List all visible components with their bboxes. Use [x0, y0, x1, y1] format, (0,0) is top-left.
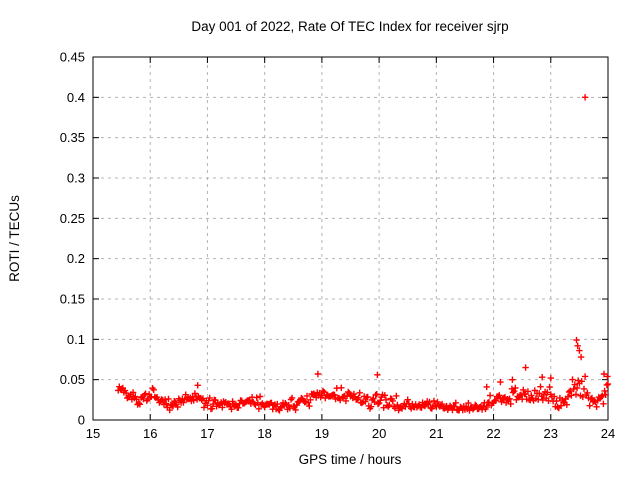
- x-tick-label: 23: [544, 426, 558, 441]
- roti-scatter-markers: [115, 94, 612, 414]
- x-tick-labels: 15 16 17 18 19 20 21 22 23 24: [86, 426, 615, 441]
- x-tick-label: 21: [429, 426, 443, 441]
- y-tick-label: 0.45: [60, 50, 85, 65]
- x-tick-label: 17: [200, 426, 214, 441]
- x-tick-label: 22: [486, 426, 500, 441]
- y-tick-label: 0.15: [60, 292, 85, 307]
- y-tick-label: 0.4: [67, 90, 85, 105]
- gridlines: [94, 58, 607, 419]
- y-tick-label: 0.3: [67, 171, 85, 186]
- x-tick-label: 24: [601, 426, 615, 441]
- data-points: [115, 94, 612, 414]
- x-tick-label: 16: [143, 426, 157, 441]
- y-tick-label: 0.35: [60, 130, 85, 145]
- y-axis-label: ROTI / TECUs: [7, 195, 22, 282]
- y-tick-label: 0.1: [67, 332, 85, 347]
- x-tick-label: 18: [257, 426, 271, 441]
- chart-title: Day 001 of 2022, Rate Of TEC Index for r…: [191, 19, 508, 34]
- y-tick-label: 0.25: [60, 211, 85, 226]
- axis-ticks: [92, 56, 609, 421]
- x-axis-label: GPS time / hours: [299, 452, 402, 467]
- plot-border: [92, 56, 609, 421]
- x-tick-label: 15: [86, 426, 100, 441]
- y-tick-label: 0.05: [60, 372, 85, 387]
- y-tick-label: 0.2: [67, 251, 85, 266]
- x-tick-label: 20: [372, 426, 386, 441]
- x-tick-label: 19: [315, 426, 329, 441]
- y-tick-label: 0: [78, 413, 85, 428]
- y-tick-labels: 0 0.05 0.1 0.15 0.2 0.25 0.3 0.35 0.4 0.45: [60, 50, 85, 428]
